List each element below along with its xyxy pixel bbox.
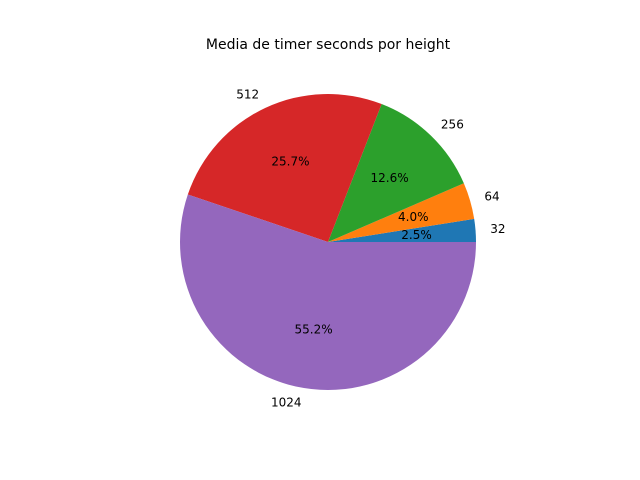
slice-label-32: 32 [490,222,505,236]
pie-slice-64 [328,183,475,242]
slice-label-1024: 1024 [271,396,302,410]
percent-label-512: 25.7% [271,155,309,169]
slice-label-512: 512 [236,87,259,101]
pie-labels: 32 2.5% 64 4.0% 256 12.6% 512 25.7% 1024 55.2% [236,87,505,409]
percent-label-64: 4.0% [398,210,429,224]
chart-title: Media de timer seconds por height [206,37,451,53]
pie-slice-32 [328,218,476,242]
percent-label-32: 2.5% [401,228,432,242]
pie-slice-512 [187,94,382,243]
pie-slice-256 [328,104,464,243]
slice-label-256: 256 [441,118,464,132]
percent-label-256: 12.6% [371,171,409,185]
pie-slices [180,94,476,390]
percent-label-1024: 55.2% [294,323,332,337]
slice-label-64: 64 [484,190,499,204]
pie-slice-1024 [180,194,476,390]
